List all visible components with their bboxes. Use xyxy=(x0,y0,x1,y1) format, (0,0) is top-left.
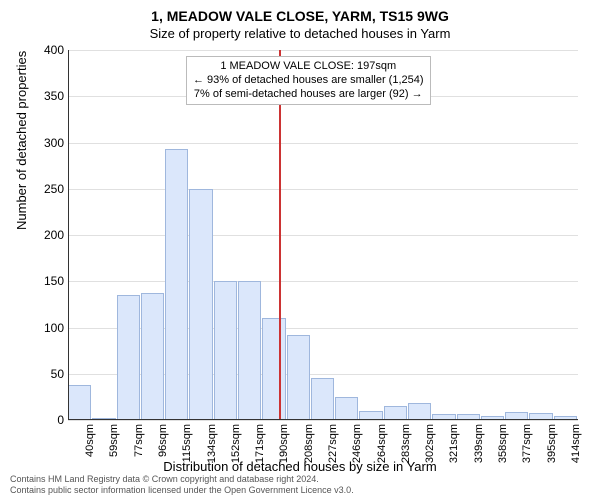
xtick-label: 339sqm xyxy=(473,424,485,463)
xtick-label: 171sqm xyxy=(254,424,266,463)
ytick-label: 250 xyxy=(24,182,64,196)
histogram-bar xyxy=(262,318,285,420)
ytick-label: 100 xyxy=(24,321,64,335)
xtick-label: 208sqm xyxy=(303,424,315,463)
gridline xyxy=(68,281,578,282)
ytick-label: 50 xyxy=(24,367,64,381)
gridline xyxy=(68,235,578,236)
annotation-line1: 1 MEADOW VALE CLOSE: 197sqm xyxy=(193,60,424,74)
xtick-label: 321sqm xyxy=(448,424,460,463)
histogram-bar xyxy=(214,281,237,420)
xtick-label: 377sqm xyxy=(521,424,533,463)
y-axis-line xyxy=(68,50,69,420)
ytick-label: 400 xyxy=(24,43,64,57)
footer-line2: Contains public sector information licen… xyxy=(10,485,354,496)
ytick-label: 200 xyxy=(24,228,64,242)
xtick-label: 96sqm xyxy=(157,424,169,457)
x-axis-line xyxy=(68,419,578,420)
xtick-label: 283sqm xyxy=(400,424,412,463)
annotation-line2: ← 93% of detached houses are smaller (1,… xyxy=(193,74,424,88)
reference-line xyxy=(279,50,281,420)
gridline xyxy=(68,420,578,421)
ytick-label: 150 xyxy=(24,274,64,288)
annotation-box: 1 MEADOW VALE CLOSE: 197sqm ← 93% of det… xyxy=(186,56,431,105)
footer-line1: Contains HM Land Registry data © Crown c… xyxy=(10,474,354,485)
footer-attribution: Contains HM Land Registry data © Crown c… xyxy=(10,474,354,496)
gridline xyxy=(68,189,578,190)
histogram-bar xyxy=(117,295,140,420)
xtick-label: 115sqm xyxy=(181,424,193,462)
gridline xyxy=(68,50,578,51)
ytick-label: 0 xyxy=(24,413,64,427)
histogram-bar xyxy=(384,406,407,420)
chart-plot-area: 05010015020025030035040040sqm59sqm77sqm9… xyxy=(68,50,578,420)
x-axis-label: Distribution of detached houses by size … xyxy=(0,459,600,474)
histogram-bar xyxy=(408,403,431,420)
xtick-label: 134sqm xyxy=(206,424,218,463)
xtick-label: 264sqm xyxy=(376,424,388,463)
ytick-label: 350 xyxy=(24,89,64,103)
xtick-label: 302sqm xyxy=(424,424,436,463)
xtick-label: 246sqm xyxy=(351,424,363,463)
histogram-bar xyxy=(311,378,334,420)
annotation-line3: 7% of semi-detached houses are larger (9… xyxy=(193,88,424,102)
xtick-label: 77sqm xyxy=(133,424,145,457)
histogram-bar xyxy=(238,281,261,420)
xtick-label: 358sqm xyxy=(497,424,509,463)
xtick-label: 40sqm xyxy=(84,424,96,457)
xtick-label: 152sqm xyxy=(230,424,242,463)
xtick-label: 395sqm xyxy=(546,424,558,463)
chart-title-main: 1, MEADOW VALE CLOSE, YARM, TS15 9WG xyxy=(0,0,600,24)
histogram-bar xyxy=(165,149,188,420)
histogram-bar xyxy=(189,189,212,420)
ytick-label: 300 xyxy=(24,136,64,150)
xtick-label: 414sqm xyxy=(570,424,582,463)
xtick-label: 190sqm xyxy=(278,424,290,463)
histogram-bar xyxy=(68,385,91,420)
xtick-label: 59sqm xyxy=(108,424,120,457)
gridline xyxy=(68,143,578,144)
xtick-label: 227sqm xyxy=(327,424,339,463)
histogram-bar xyxy=(287,335,310,420)
chart-title-sub: Size of property relative to detached ho… xyxy=(0,24,600,41)
histogram-bar xyxy=(141,293,164,420)
histogram-bar xyxy=(335,397,358,420)
